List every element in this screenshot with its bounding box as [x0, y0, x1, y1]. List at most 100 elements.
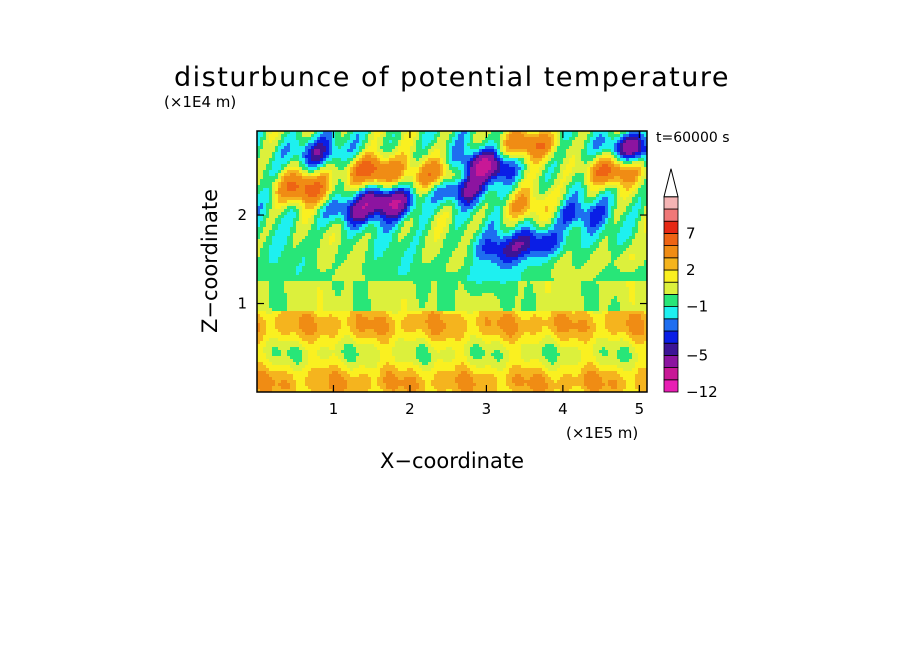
heatmap-cell — [386, 224, 390, 228]
heatmap-cell — [425, 251, 429, 255]
heatmap-cell — [368, 314, 372, 318]
heatmap-cell — [362, 245, 366, 249]
heatmap-cell — [386, 365, 390, 369]
heatmap-cell — [338, 311, 342, 315]
heatmap-cell — [383, 248, 387, 252]
heatmap-cell — [368, 164, 372, 168]
heatmap-cell — [410, 242, 414, 246]
heatmap-cell — [329, 335, 333, 339]
heatmap-cell — [422, 266, 426, 270]
heatmap-cell — [368, 281, 372, 285]
heatmap-cell — [416, 194, 420, 198]
heatmap-cell — [395, 335, 399, 339]
heatmap-cell — [362, 131, 366, 135]
heatmap-cell — [422, 158, 426, 162]
heatmap-cell — [299, 347, 303, 351]
heatmap-cell — [314, 329, 318, 333]
heatmap-cell — [392, 170, 396, 174]
heatmap-cell — [377, 236, 381, 240]
heatmap-cell — [359, 353, 363, 357]
heatmap-cell — [404, 323, 408, 327]
heatmap-cell — [275, 287, 279, 291]
heatmap-cell — [260, 377, 264, 381]
heatmap-cell — [359, 215, 363, 219]
heatmap-cell — [341, 269, 345, 273]
heatmap-cell — [320, 143, 324, 147]
heatmap-cell — [272, 263, 276, 267]
heatmap-cell — [317, 170, 321, 174]
heatmap-cell — [416, 152, 420, 156]
heatmap-cell — [398, 173, 402, 177]
heatmap-cell — [338, 365, 342, 369]
heatmap-cell — [305, 383, 309, 387]
heatmap-cell — [263, 143, 267, 147]
heatmap-cell — [269, 266, 273, 270]
heatmap-cell — [317, 350, 321, 354]
heatmap-cell — [308, 383, 312, 387]
heatmap-cell — [284, 260, 288, 264]
heatmap-cell — [290, 146, 294, 150]
heatmap-cell — [314, 377, 318, 381]
heatmap-cell — [356, 191, 360, 195]
heatmap-cell — [362, 284, 366, 288]
heatmap-cell — [296, 188, 300, 192]
heatmap-cell — [308, 230, 312, 234]
heatmap-cell — [413, 212, 417, 216]
heatmap-cell — [311, 290, 315, 294]
heatmap-cell — [416, 377, 420, 381]
heatmap-cell — [317, 332, 321, 336]
heatmap-cell — [395, 359, 399, 363]
heatmap-cell — [401, 239, 405, 243]
heatmap-cell — [410, 386, 414, 390]
heatmap-cell — [293, 302, 297, 306]
heatmap-cell — [386, 149, 390, 153]
heatmap-cell — [404, 194, 408, 198]
heatmap-cell — [257, 341, 261, 345]
heatmap-cell — [344, 299, 348, 303]
heatmap-cell — [413, 386, 417, 390]
heatmap-cell — [347, 206, 351, 210]
heatmap-cell — [293, 248, 297, 252]
heatmap-cell — [275, 359, 279, 363]
heatmap-cell — [287, 131, 291, 135]
heatmap-cell — [416, 290, 420, 294]
heatmap-cell — [368, 230, 372, 234]
heatmap-cell — [422, 164, 426, 168]
heatmap-cell — [260, 383, 264, 387]
heatmap-cell — [410, 251, 414, 255]
heatmap-cell — [266, 158, 270, 162]
heatmap-cell — [296, 347, 300, 351]
heatmap-cell — [335, 383, 339, 387]
heatmap-cell — [380, 329, 384, 333]
heatmap-cell — [293, 317, 297, 321]
heatmap-cell — [302, 260, 306, 264]
heatmap-cell — [362, 188, 366, 192]
heatmap-cell — [311, 230, 315, 234]
heatmap-cell — [386, 176, 390, 180]
heatmap-cell — [410, 233, 414, 237]
heatmap-cell — [269, 296, 273, 300]
heatmap-cell — [371, 230, 375, 234]
heatmap-cell — [335, 248, 339, 252]
heatmap-cell — [395, 155, 399, 159]
heatmap-cell — [401, 359, 405, 363]
heatmap-cell — [263, 236, 267, 240]
heatmap-cell — [371, 317, 375, 321]
heatmap-cell — [395, 275, 399, 279]
heatmap-cell — [317, 230, 321, 234]
heatmap-cell — [320, 134, 324, 138]
heatmap-cell — [287, 200, 291, 204]
heatmap-cell — [350, 326, 354, 330]
heatmap-cell — [290, 215, 294, 219]
heatmap-cell — [362, 140, 366, 144]
heatmap-cell — [341, 329, 345, 333]
heatmap-cell — [275, 353, 279, 357]
heatmap-cell — [266, 347, 270, 351]
heatmap-cell — [407, 242, 411, 246]
heatmap-cell — [341, 335, 345, 339]
heatmap-cell — [362, 320, 366, 324]
heatmap-cell — [344, 386, 348, 390]
heatmap-cell — [326, 332, 330, 336]
heatmap-cell — [410, 344, 414, 348]
heatmap-cell — [317, 221, 321, 225]
